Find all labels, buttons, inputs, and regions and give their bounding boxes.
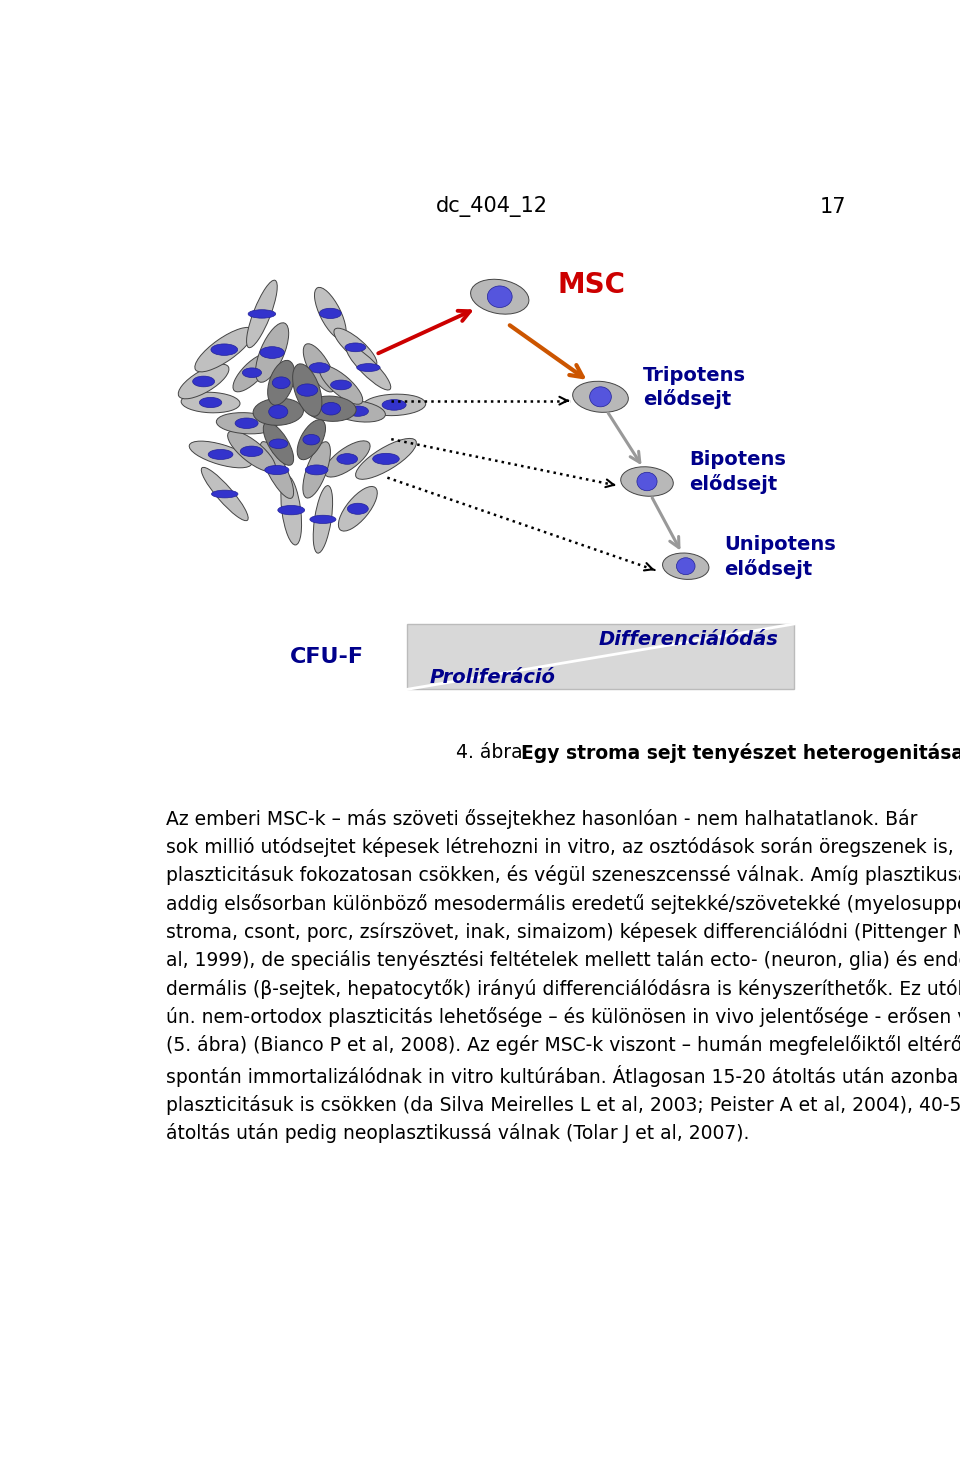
Ellipse shape xyxy=(324,440,371,477)
Ellipse shape xyxy=(636,473,657,491)
Ellipse shape xyxy=(589,387,612,406)
Ellipse shape xyxy=(273,377,290,389)
Ellipse shape xyxy=(235,418,258,429)
Ellipse shape xyxy=(313,486,332,553)
Ellipse shape xyxy=(303,435,320,445)
Ellipse shape xyxy=(200,398,222,408)
Ellipse shape xyxy=(310,516,336,523)
Ellipse shape xyxy=(662,553,708,579)
Ellipse shape xyxy=(330,401,385,423)
Ellipse shape xyxy=(305,466,328,474)
Ellipse shape xyxy=(320,309,341,319)
Ellipse shape xyxy=(320,365,363,405)
Ellipse shape xyxy=(260,347,284,358)
Ellipse shape xyxy=(303,344,335,392)
Ellipse shape xyxy=(488,285,512,307)
Text: Tripotens
elődsejt: Tripotens elődsejt xyxy=(643,365,746,409)
Ellipse shape xyxy=(228,432,276,471)
FancyBboxPatch shape xyxy=(407,624,794,689)
Ellipse shape xyxy=(253,398,303,426)
Ellipse shape xyxy=(677,557,695,575)
Ellipse shape xyxy=(315,287,347,340)
Ellipse shape xyxy=(348,503,369,514)
Ellipse shape xyxy=(338,486,377,531)
Ellipse shape xyxy=(193,375,215,387)
Text: dc_404_12: dc_404_12 xyxy=(436,197,548,217)
Ellipse shape xyxy=(348,406,369,417)
Ellipse shape xyxy=(248,310,276,318)
Ellipse shape xyxy=(297,384,318,396)
Ellipse shape xyxy=(298,420,325,460)
Text: 4. ábra.: 4. ábra. xyxy=(456,743,528,763)
Ellipse shape xyxy=(269,405,288,418)
Ellipse shape xyxy=(382,399,406,411)
Ellipse shape xyxy=(242,368,261,377)
Ellipse shape xyxy=(573,381,629,412)
Ellipse shape xyxy=(470,279,529,315)
Ellipse shape xyxy=(202,467,249,520)
Text: 17: 17 xyxy=(820,197,847,217)
Text: Az emberi MSC-k – más szöveti őssejtekhez hasonlóan - nem halhatatlanok. Bár
sok: Az emberi MSC-k – más szöveti őssejtekhe… xyxy=(166,808,960,1144)
Ellipse shape xyxy=(247,281,277,347)
Ellipse shape xyxy=(195,328,253,372)
Ellipse shape xyxy=(346,346,391,390)
Ellipse shape xyxy=(372,454,399,464)
Ellipse shape xyxy=(211,344,238,355)
Ellipse shape xyxy=(293,364,322,417)
Ellipse shape xyxy=(621,467,673,497)
Ellipse shape xyxy=(268,361,295,405)
Ellipse shape xyxy=(189,440,252,469)
Ellipse shape xyxy=(181,392,240,412)
Text: MSC: MSC xyxy=(558,270,626,299)
Ellipse shape xyxy=(334,328,377,367)
Text: Egy stroma sejt tenyészet heterogenitása: Egy stroma sejt tenyészet heterogenitása xyxy=(521,743,960,763)
Text: Bipotens
elődsejt: Bipotens elődsejt xyxy=(689,451,786,494)
Text: Proliferáció: Proliferáció xyxy=(430,668,556,687)
Ellipse shape xyxy=(355,439,417,479)
Ellipse shape xyxy=(208,449,233,460)
Ellipse shape xyxy=(265,466,289,474)
Ellipse shape xyxy=(337,454,357,464)
Ellipse shape xyxy=(263,423,294,466)
Ellipse shape xyxy=(240,446,263,457)
Text: Unipotens
elődsejt: Unipotens elődsejt xyxy=(725,535,836,579)
Ellipse shape xyxy=(233,353,271,392)
Ellipse shape xyxy=(211,491,238,498)
Ellipse shape xyxy=(357,364,380,371)
Ellipse shape xyxy=(216,412,276,435)
Ellipse shape xyxy=(302,442,330,498)
Ellipse shape xyxy=(345,343,366,352)
Text: Differenciálódás: Differenciálódás xyxy=(599,630,779,649)
Ellipse shape xyxy=(277,505,304,514)
Ellipse shape xyxy=(306,396,356,421)
Ellipse shape xyxy=(255,322,289,383)
Ellipse shape xyxy=(179,364,228,399)
Ellipse shape xyxy=(309,362,329,372)
Ellipse shape xyxy=(322,402,341,415)
Ellipse shape xyxy=(260,442,294,498)
Ellipse shape xyxy=(330,380,351,390)
Text: CFU-F: CFU-F xyxy=(290,647,364,667)
Ellipse shape xyxy=(269,439,288,448)
Ellipse shape xyxy=(363,395,425,415)
Ellipse shape xyxy=(281,476,301,545)
